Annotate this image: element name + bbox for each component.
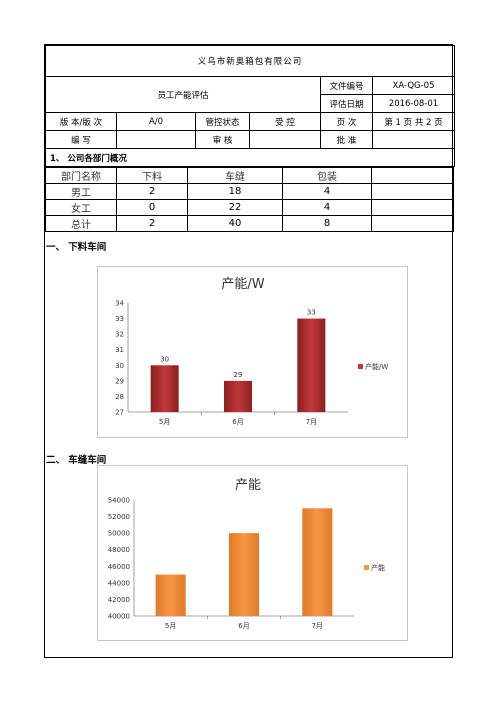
table-cell: 0 (116, 199, 188, 216)
table-cell: 4 (282, 199, 372, 216)
y-tick-label: 52000 (108, 513, 130, 521)
table-cell: 2 (116, 215, 188, 232)
version-label: 版 本/版 次 (45, 112, 117, 131)
x-tick-label: 7月 (312, 622, 323, 630)
chart-title: 产能/W (221, 277, 264, 292)
chart-sewing: 产能 40000 42000 44000 46000 48000 50000 52000 540… (97, 465, 408, 641)
bar (229, 533, 259, 616)
y-tick-label: 31 (115, 346, 124, 354)
data-label: 33 (307, 309, 316, 317)
table-row: 总计 2 40 8 (45, 215, 454, 232)
table-cell: 8 (282, 215, 372, 232)
column-header: 部门名称 (45, 167, 117, 184)
department-table: 部门名称 下料 车缝 包装 男工 2 18 4 女工 0 22 4 总计 2 4… (45, 167, 454, 232)
y-tick-label: 30 (115, 362, 124, 370)
x-tick-label: 7月 (306, 418, 317, 426)
bar (224, 380, 252, 412)
x-tick-label: 6月 (232, 418, 243, 426)
y-tick-label: 40000 (108, 613, 130, 621)
data-label: 29 (234, 371, 243, 379)
chart-cutting: 产能/W 27 28 29 30 31 32 33 34 30 5月 29 6月 33 7月 产能/W (97, 266, 408, 438)
review-value (249, 130, 321, 149)
table-row: 女工 0 22 4 (45, 199, 454, 216)
x-tick-label: 5月 (159, 418, 170, 426)
bar (297, 318, 326, 412)
author-label: 编 写 (45, 130, 117, 149)
page-label: 页 次 (320, 112, 373, 131)
eval-date-label: 评估日期 (320, 94, 373, 113)
document-header: 义乌市新奥箱包有限公司 员工产能评估 文件编号 XA-QG-05 评估日期 20… (44, 45, 456, 167)
row-label: 女工 (45, 199, 117, 216)
version-value: A/0 (116, 112, 196, 131)
section2-title: 一、 下料车间 (46, 242, 107, 253)
document-frame: 义乌市新奥箱包有限公司 员工产能评估 文件编号 XA-QG-05 评估日期 20… (44, 44, 456, 658)
document-title: 员工产能评估 (45, 76, 321, 113)
eval-date: 2016-08-01 (371, 94, 456, 113)
table-cell: 18 (187, 183, 283, 200)
column-header: 下料 (116, 167, 188, 184)
y-tick-label: 29 (115, 377, 124, 385)
legend-label: 产能 (371, 563, 385, 572)
bar (155, 574, 186, 616)
table-row: 男工 2 18 4 (45, 183, 454, 200)
x-tick-label: 6月 (238, 622, 249, 630)
legend-swatch (364, 565, 369, 570)
y-tick-label: 42000 (108, 596, 130, 604)
y-tick-label: 48000 (108, 546, 130, 554)
y-tick-label: 27 (115, 409, 124, 417)
y-tick-label: 50000 (108, 530, 130, 538)
chart-cutting-svg: 产能/W 27 28 29 30 31 32 33 34 30 5月 29 6月 33 7月 产能/W (115, 277, 388, 426)
y-tick-label: 46000 (108, 563, 130, 571)
table-cell: 4 (282, 183, 372, 200)
approve-label: 批 准 (320, 130, 373, 149)
table-cell (371, 199, 454, 216)
column-header (371, 167, 454, 184)
table-cell: 2 (116, 183, 188, 200)
row-label: 总计 (45, 215, 117, 232)
y-tick-label: 44000 (108, 579, 130, 587)
bar (302, 508, 333, 616)
x-tick-label: 5月 (165, 622, 176, 630)
control-label: 管控状态 (195, 112, 250, 131)
table-cell (371, 183, 454, 200)
chart-sewing-svg: 产能 40000 42000 44000 46000 48000 50000 52000 540… (108, 478, 385, 630)
file-no-label: 文件编号 (320, 76, 373, 95)
y-tick-label: 54000 (108, 497, 130, 505)
column-header: 包装 (282, 167, 372, 184)
file-no: XA-QG-05 (371, 76, 456, 95)
page-value: 第 1 页 共 2 页 (371, 112, 456, 131)
y-tick-label: 28 (115, 393, 124, 401)
bar (150, 365, 179, 412)
data-label: 30 (160, 355, 169, 363)
section3-title: 二、 车缝车间 (46, 455, 107, 466)
y-tick-label: 34 (115, 300, 124, 308)
legend-swatch (358, 364, 363, 369)
company-name: 义乌市新奥箱包有限公司 (44, 45, 456, 77)
table-cell: 40 (187, 215, 283, 232)
y-tick-label: 33 (115, 315, 124, 323)
y-tick-label: 32 (115, 331, 124, 339)
legend-label: 产能/W (365, 362, 388, 371)
chart-title: 产能 (235, 478, 261, 493)
department-table-header: 部门名称 下料 车缝 包装 (45, 167, 454, 184)
review-label: 审 核 (195, 130, 250, 149)
author-value (116, 130, 196, 149)
table-cell (371, 215, 454, 232)
approve-value (371, 130, 456, 149)
row-label: 男工 (45, 183, 117, 200)
table-cell: 22 (187, 199, 283, 216)
column-header: 车缝 (187, 167, 283, 184)
control-value: 受 控 (249, 112, 321, 131)
section1-title: 1、 公司各部门概况 (44, 148, 456, 167)
